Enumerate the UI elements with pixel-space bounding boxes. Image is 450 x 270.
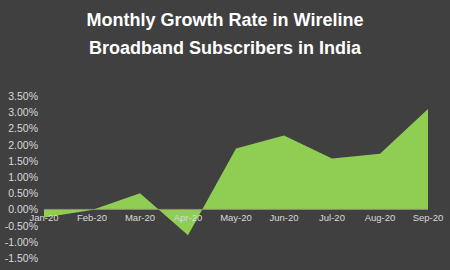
area [44, 109, 428, 235]
x-tick-label: May-20 [220, 212, 252, 223]
y-tick-label: 1.00% [8, 171, 38, 183]
x-tick-label: Jan-20 [29, 212, 58, 223]
x-axis-line [44, 209, 428, 210]
x-tick-label: Jul-20 [319, 212, 345, 223]
x-tick-label: Apr-20 [174, 212, 203, 223]
y-tick-label: -1.00% [5, 236, 38, 248]
y-tick-label: 2.50% [8, 122, 38, 134]
chart-root: Monthly Growth Rate in Wireline Broadban… [0, 0, 450, 270]
y-tick-label: -1.50% [5, 252, 38, 264]
y-tick-label: 0.50% [8, 187, 38, 199]
title: Monthly Growth Rate in Wireline Broadban… [55, 6, 395, 62]
y-tick-label: 3.00% [8, 106, 38, 118]
x-tick-label: Mar-20 [125, 212, 155, 223]
y-tick-label: 1.50% [8, 155, 38, 167]
x-tick-label: Jun-20 [269, 212, 298, 223]
x-tick-label: Sep-20 [413, 212, 444, 223]
x-tick-label: Feb-20 [77, 212, 107, 223]
y-tick-label: 2.00% [8, 139, 38, 151]
plot-area [44, 109, 428, 235]
chart-svg: -1.50%-1.00%-0.50%0.00%0.50%1.00%1.50%2.… [0, 0, 450, 270]
y-tick-label: 3.50% [8, 90, 38, 102]
x-tick-label: Aug-20 [365, 212, 396, 223]
